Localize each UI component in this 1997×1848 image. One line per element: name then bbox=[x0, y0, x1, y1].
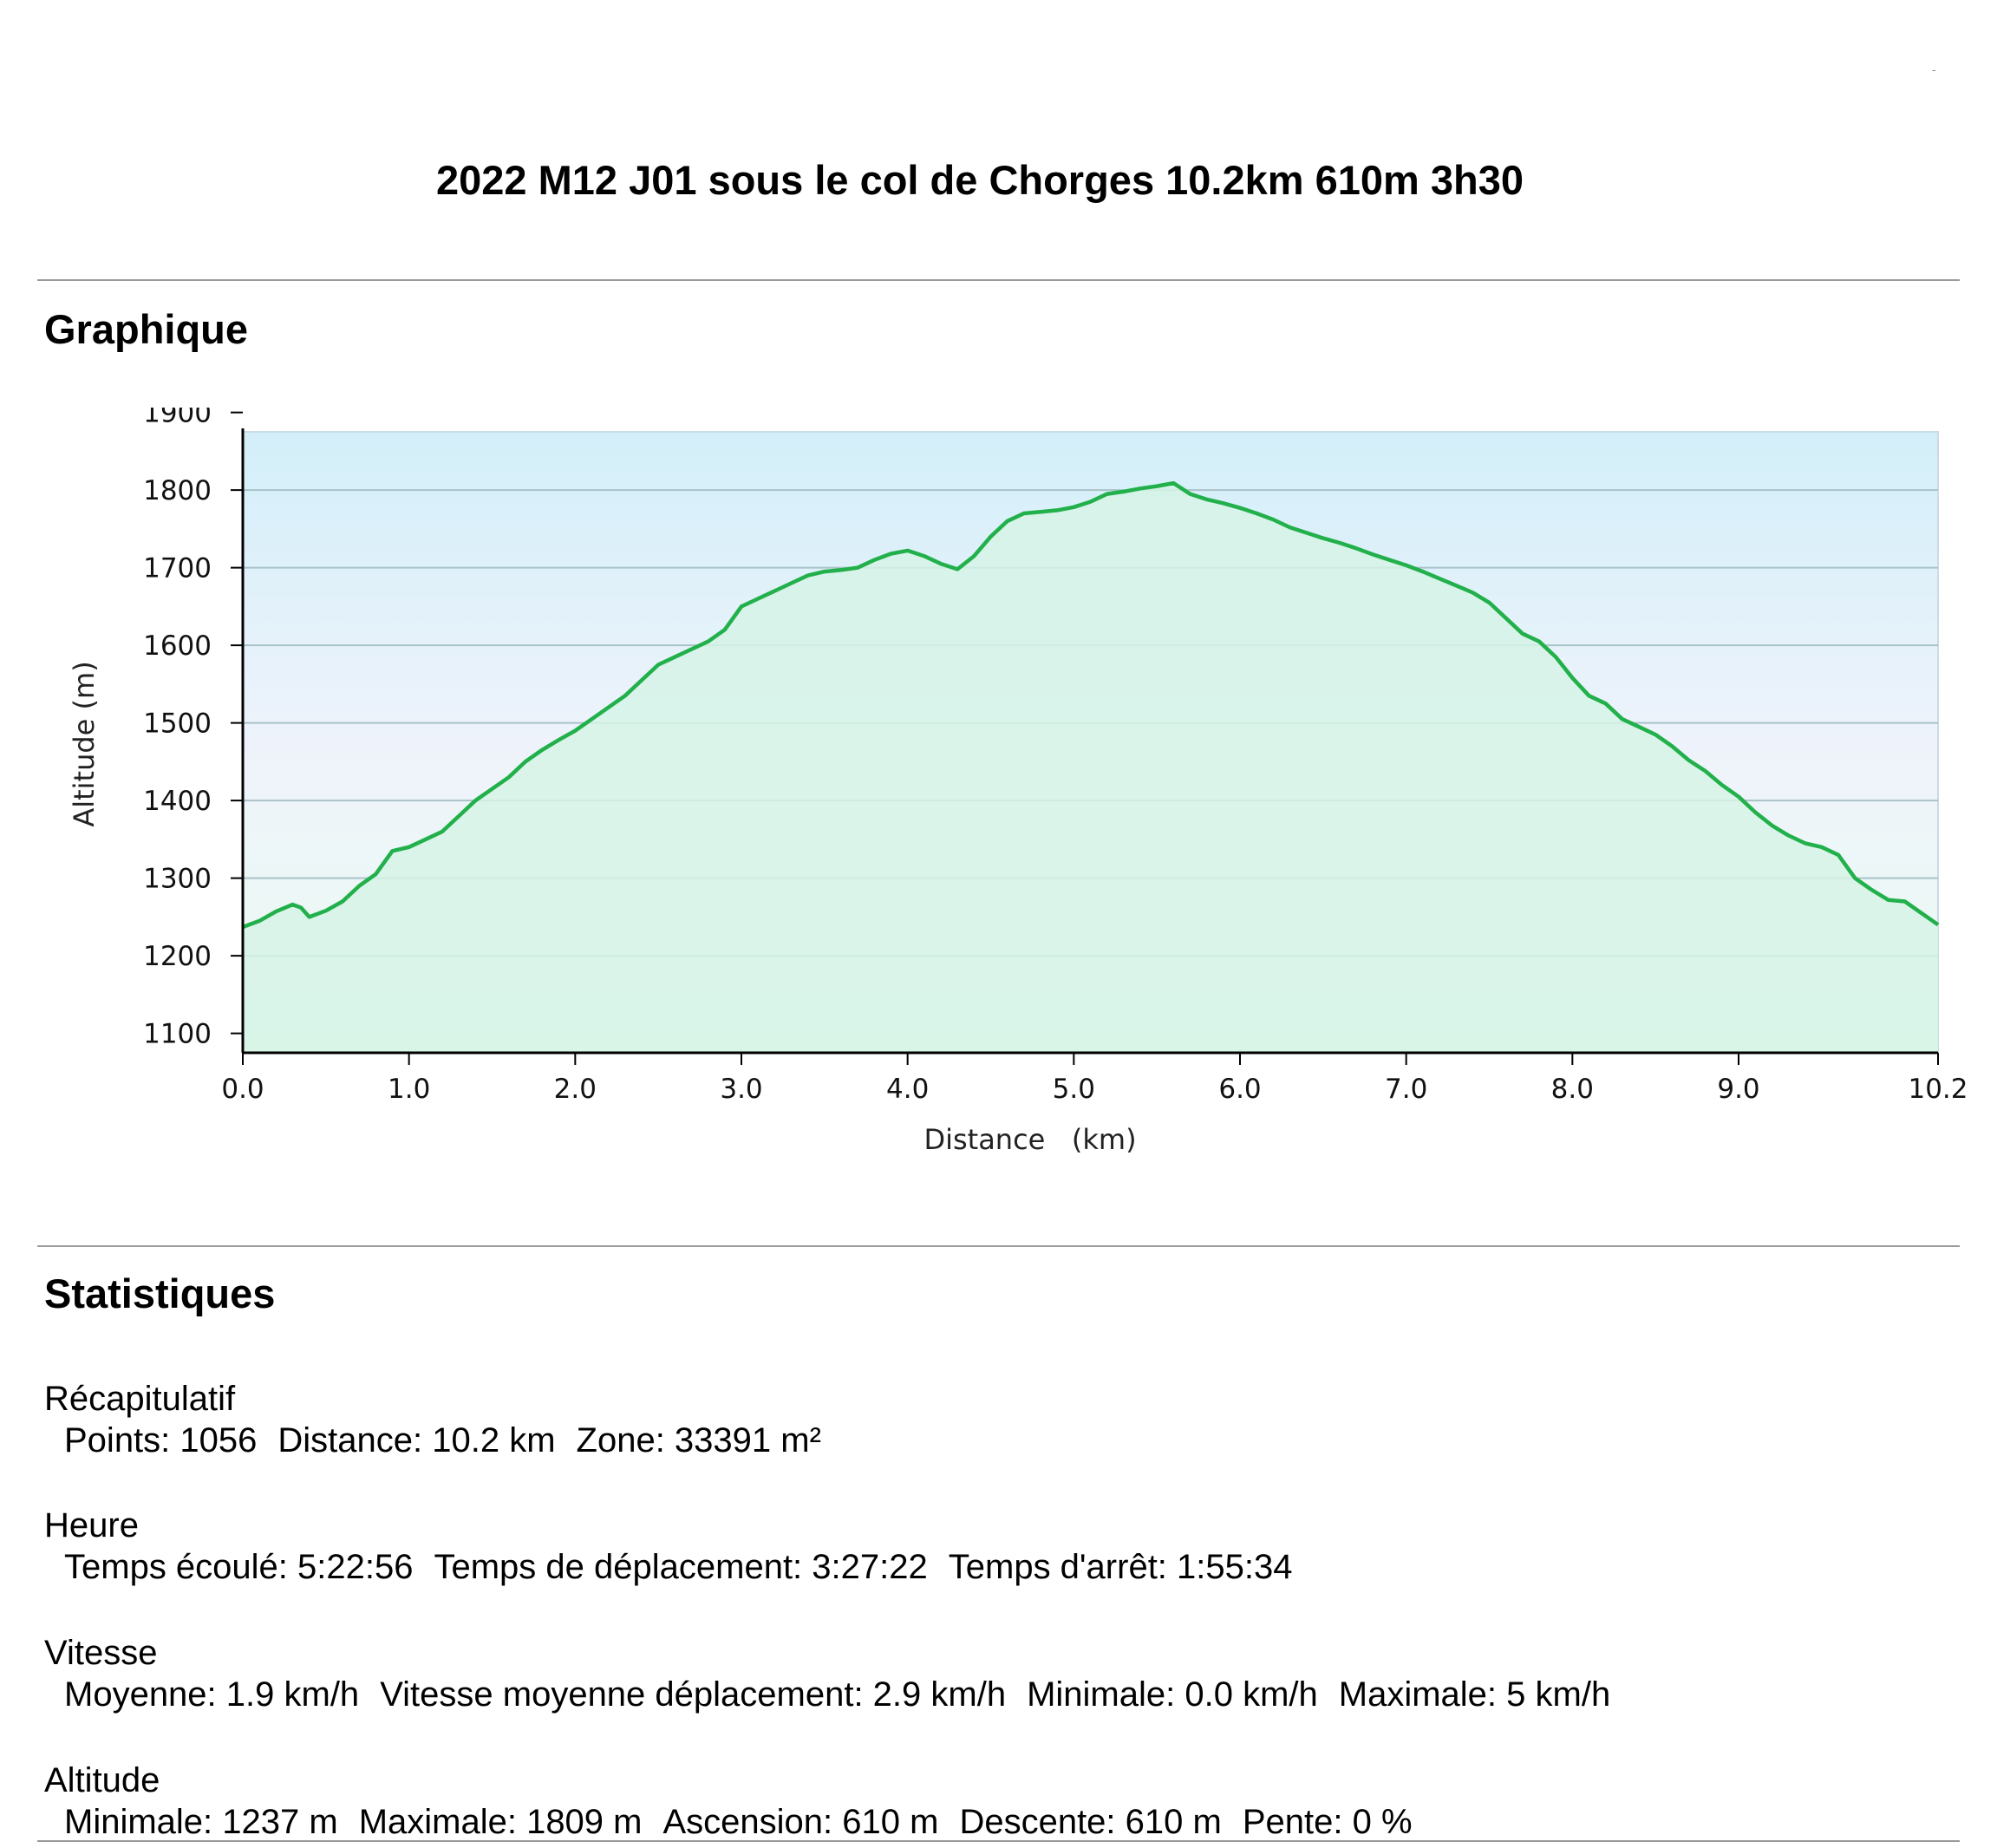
divider-top bbox=[37, 279, 1960, 281]
stat-max-speed: Maximale: 5 km/h bbox=[1338, 1675, 1611, 1714]
y-tick-label: 1300 bbox=[143, 864, 212, 895]
stat-stopped-time: Temps d'arrêt: 1:55:34 bbox=[948, 1548, 1293, 1586]
corner-mark: - bbox=[1932, 62, 1936, 76]
x-tick-label: 10.2 bbox=[1908, 1074, 1968, 1105]
divider-middle bbox=[37, 1245, 1960, 1247]
stat-average-speed: Moyenne: 1.9 km/h bbox=[64, 1675, 360, 1714]
stats-heading: Statistiques bbox=[44, 1270, 276, 1316]
x-tick-label: 1.0 bbox=[388, 1074, 430, 1105]
y-tick-label: 1500 bbox=[143, 709, 212, 740]
y-tick-label: 1100 bbox=[143, 1019, 212, 1050]
x-tick-label: 9.0 bbox=[1717, 1074, 1759, 1105]
divider-bottom bbox=[37, 1840, 1960, 1842]
stat-group-time: Heure Temps écoulé: 5:22:56 Temps de dépl… bbox=[44, 1505, 1314, 1588]
stat-moving-average-speed: Vitesse moyenne déplacement: 2.9 km/h bbox=[380, 1675, 1007, 1714]
y-tick-label: 1800 bbox=[143, 475, 212, 506]
stat-group-summary: Récapitulatif Points: 1056 Distance: 10.2… bbox=[44, 1378, 842, 1461]
elevation-chart: 1100 1200 1300 1400 1500 1600 1700 1800 1900 0.0 1… bbox=[68, 408, 1968, 1156]
x-tick-label: 8.0 bbox=[1551, 1074, 1594, 1105]
x-tick-label: 7.0 bbox=[1385, 1074, 1427, 1105]
stat-ascent: Ascension: 610 m bbox=[662, 1803, 939, 1841]
elevation-area bbox=[243, 483, 1938, 1053]
stat-group-title: Récapitulatif bbox=[44, 1380, 236, 1418]
x-axis-title: Distance (km) bbox=[923, 1123, 1136, 1156]
stat-group-title: Vitesse bbox=[44, 1634, 158, 1672]
stat-zone: Zone: 33391 m² bbox=[576, 1421, 821, 1459]
stat-moving-time: Temps de déplacement: 3:27:22 bbox=[434, 1548, 928, 1586]
stat-group-title: Altitude bbox=[44, 1761, 160, 1799]
y-tick-label: 1700 bbox=[143, 553, 212, 584]
y-tick-label: 1200 bbox=[143, 941, 212, 972]
y-tick-label: 1900 bbox=[143, 408, 212, 429]
x-tick-label: 2.0 bbox=[554, 1074, 597, 1105]
x-tick-label: 6.0 bbox=[1218, 1074, 1261, 1105]
y-tick-label: 1400 bbox=[143, 786, 212, 817]
stat-descent: Descente: 610 m bbox=[959, 1803, 1222, 1841]
stat-group-speed: Vitesse Moyenne: 1.9 km/h Vitesse moyenne… bbox=[44, 1632, 1631, 1715]
elevation-line bbox=[242, 480, 1940, 930]
stat-max-altitude: Maximale: 1809 m bbox=[358, 1803, 643, 1841]
stat-group-altitude: Altitude Minimale: 1237 m Maximale: 1809 … bbox=[44, 1760, 1433, 1843]
stat-min-speed: Minimale: 0.0 km/h bbox=[1027, 1675, 1318, 1714]
stat-group-title: Heure bbox=[44, 1506, 139, 1544]
tick-labels: 1100 1200 1300 1400 1500 1600 1700 1800 1900 0.0 1… bbox=[143, 408, 1968, 1105]
axes bbox=[231, 411, 1939, 1065]
stat-elapsed-time: Temps écoulé: 5:22:56 bbox=[64, 1548, 414, 1586]
x-tick-label: 0.0 bbox=[221, 1074, 264, 1105]
x-tick-label: 3.0 bbox=[720, 1074, 762, 1105]
graph-heading: Graphique bbox=[44, 306, 249, 352]
page-title: 2022 M12 J01 sous le col de Chorges 10.2… bbox=[435, 157, 1524, 203]
x-tick-label: 5.0 bbox=[1053, 1074, 1095, 1105]
stat-distance: Distance: 10.2 km bbox=[277, 1421, 556, 1459]
x-tick-label: 4.0 bbox=[886, 1074, 929, 1105]
stat-slope: Pente: 0 % bbox=[1242, 1803, 1413, 1841]
y-axis-title: Altitude (m) bbox=[68, 661, 101, 826]
stat-min-altitude: Minimale: 1237 m bbox=[64, 1803, 338, 1841]
stat-points: Points: 1056 bbox=[64, 1421, 258, 1459]
y-tick-label: 1600 bbox=[143, 630, 212, 662]
